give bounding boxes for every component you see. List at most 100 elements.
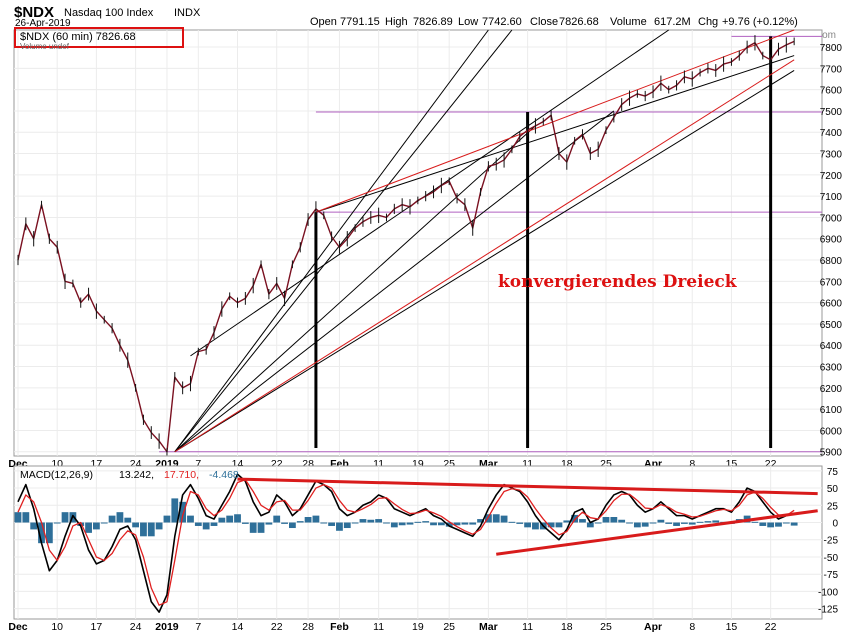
price-y-tick: 6400: [820, 341, 843, 352]
ohlc-close-label: Close: [530, 16, 558, 28]
price-y-tick: 7600: [820, 86, 843, 97]
histogram-bar: [155, 522, 163, 530]
histogram-bar: [202, 522, 210, 530]
price-y-tick: 6900: [820, 235, 843, 246]
macd-x-tick: 24: [130, 621, 142, 633]
macd-x-tick: Mar: [479, 621, 498, 633]
triangle-upper-line: [237, 477, 818, 496]
annotation-text: konvergierendes Dreieck: [498, 272, 738, 292]
histogram-bar: [712, 520, 720, 523]
histogram-bar: [767, 522, 775, 528]
histogram-bar: [775, 522, 782, 527]
price-y-tick: 7500: [820, 107, 843, 118]
histogram-bar: [759, 522, 767, 526]
histogram-bar: [124, 517, 132, 523]
histogram-bar: [14, 512, 22, 523]
histogram-bar: [398, 522, 406, 526]
macd-x-tick: 17: [91, 621, 103, 633]
vertical-markers: [314, 36, 773, 448]
price-y-tick: 6700: [820, 277, 843, 288]
price-x-tick: 10: [51, 458, 63, 470]
red-trendline: [315, 29, 795, 213]
price-x-tick: 11: [522, 458, 533, 470]
macd-y-axis: -125 -100 -75 -50 -25 0 25 50 75: [818, 467, 838, 616]
histogram-bar: [226, 515, 234, 523]
macd-legend-label: MACD(12,26,9): [20, 469, 93, 481]
macd-y-tick: 25: [827, 501, 839, 512]
histogram-bar: [524, 522, 531, 528]
histogram-bar: [485, 514, 492, 523]
price-y-tick: 7800: [820, 43, 843, 54]
volume-value: 617.2M: [654, 16, 691, 28]
price-grid: [14, 30, 822, 456]
histogram-bar: [618, 519, 626, 523]
histogram-bar: [681, 522, 688, 524]
price-line: [17, 40, 795, 453]
histogram-bar: [312, 515, 320, 523]
histogram-bar: [782, 522, 790, 524]
macd-y-tick: 50: [827, 484, 839, 495]
histogram-bar: [602, 517, 610, 523]
histogram-bar: [516, 522, 524, 524]
histogram-bar: [571, 514, 579, 523]
histogram-bar: [234, 514, 241, 523]
macd-y-tick: -25: [824, 536, 839, 547]
macd-y-tick: 75: [827, 467, 839, 478]
price-y-tick: 7100: [820, 192, 843, 203]
macd-x-tick: 11: [522, 621, 533, 633]
histogram-bar: [579, 519, 586, 523]
histogram-bar: [273, 515, 281, 523]
macd-legend-signal: 17.710,: [164, 469, 199, 481]
price-x-tick: 22: [271, 458, 283, 470]
legend-volume: Volume undef: [20, 42, 70, 51]
histogram-bar: [187, 515, 194, 523]
price-y-tick: 7400: [820, 128, 843, 139]
histogram-bar: [649, 522, 657, 524]
price-y-tick: 6100: [820, 405, 843, 416]
price-y-tick: 6300: [820, 363, 843, 374]
ohlc-low-label: Low: [458, 16, 478, 28]
histogram-bar: [171, 498, 179, 523]
histogram-bar: [281, 522, 288, 524]
histogram-bar: [218, 517, 226, 523]
chg-value: +9.76 (+0.12%): [722, 16, 798, 28]
histogram-bar: [422, 521, 430, 523]
exchange-label: INDX: [174, 7, 201, 19]
price-x-tick: 15: [726, 458, 738, 470]
black-trendline: [174, 125, 536, 453]
histogram-bar: [586, 522, 594, 528]
histogram-bar: [508, 521, 516, 523]
histogram-bar: [594, 522, 602, 524]
histogram-bar: [147, 522, 155, 537]
price-x-tick: 25: [600, 458, 612, 470]
macd-legend-value: 13.242,: [119, 469, 154, 481]
histogram-bar: [453, 522, 461, 526]
histogram-bar: [320, 522, 328, 524]
histogram-bar: [132, 522, 139, 528]
price-y-tick: 7300: [820, 150, 843, 161]
price-x-tick: 19: [412, 458, 424, 470]
black-trendline: [190, 29, 670, 357]
macd-x-tick: 22: [765, 621, 777, 633]
histogram-bar: [100, 522, 108, 524]
ohlc-open-label: Open: [310, 16, 337, 28]
histogram-bar: [704, 521, 712, 523]
price-x-tick: 24: [130, 458, 142, 470]
ohlc-high-label: High: [385, 16, 408, 28]
legend-highlight-box: [14, 27, 184, 48]
histogram-bar: [445, 522, 453, 527]
histogram-bar: [289, 522, 296, 529]
histogram-bar: [265, 522, 273, 525]
histogram-bar: [343, 522, 351, 529]
macd-x-tick: Apr: [644, 621, 662, 633]
macd-x-tick: 18: [561, 621, 573, 633]
macd-x-tick: 7: [195, 621, 201, 633]
histogram-bar: [555, 522, 563, 528]
histogram-bar: [61, 512, 69, 523]
signal-line: [17, 479, 795, 606]
ohlc-close: 7826.68: [559, 16, 599, 28]
histogram-bar: [500, 515, 508, 523]
macd-y-tick: -75: [824, 570, 839, 581]
histogram-bar: [296, 521, 304, 523]
